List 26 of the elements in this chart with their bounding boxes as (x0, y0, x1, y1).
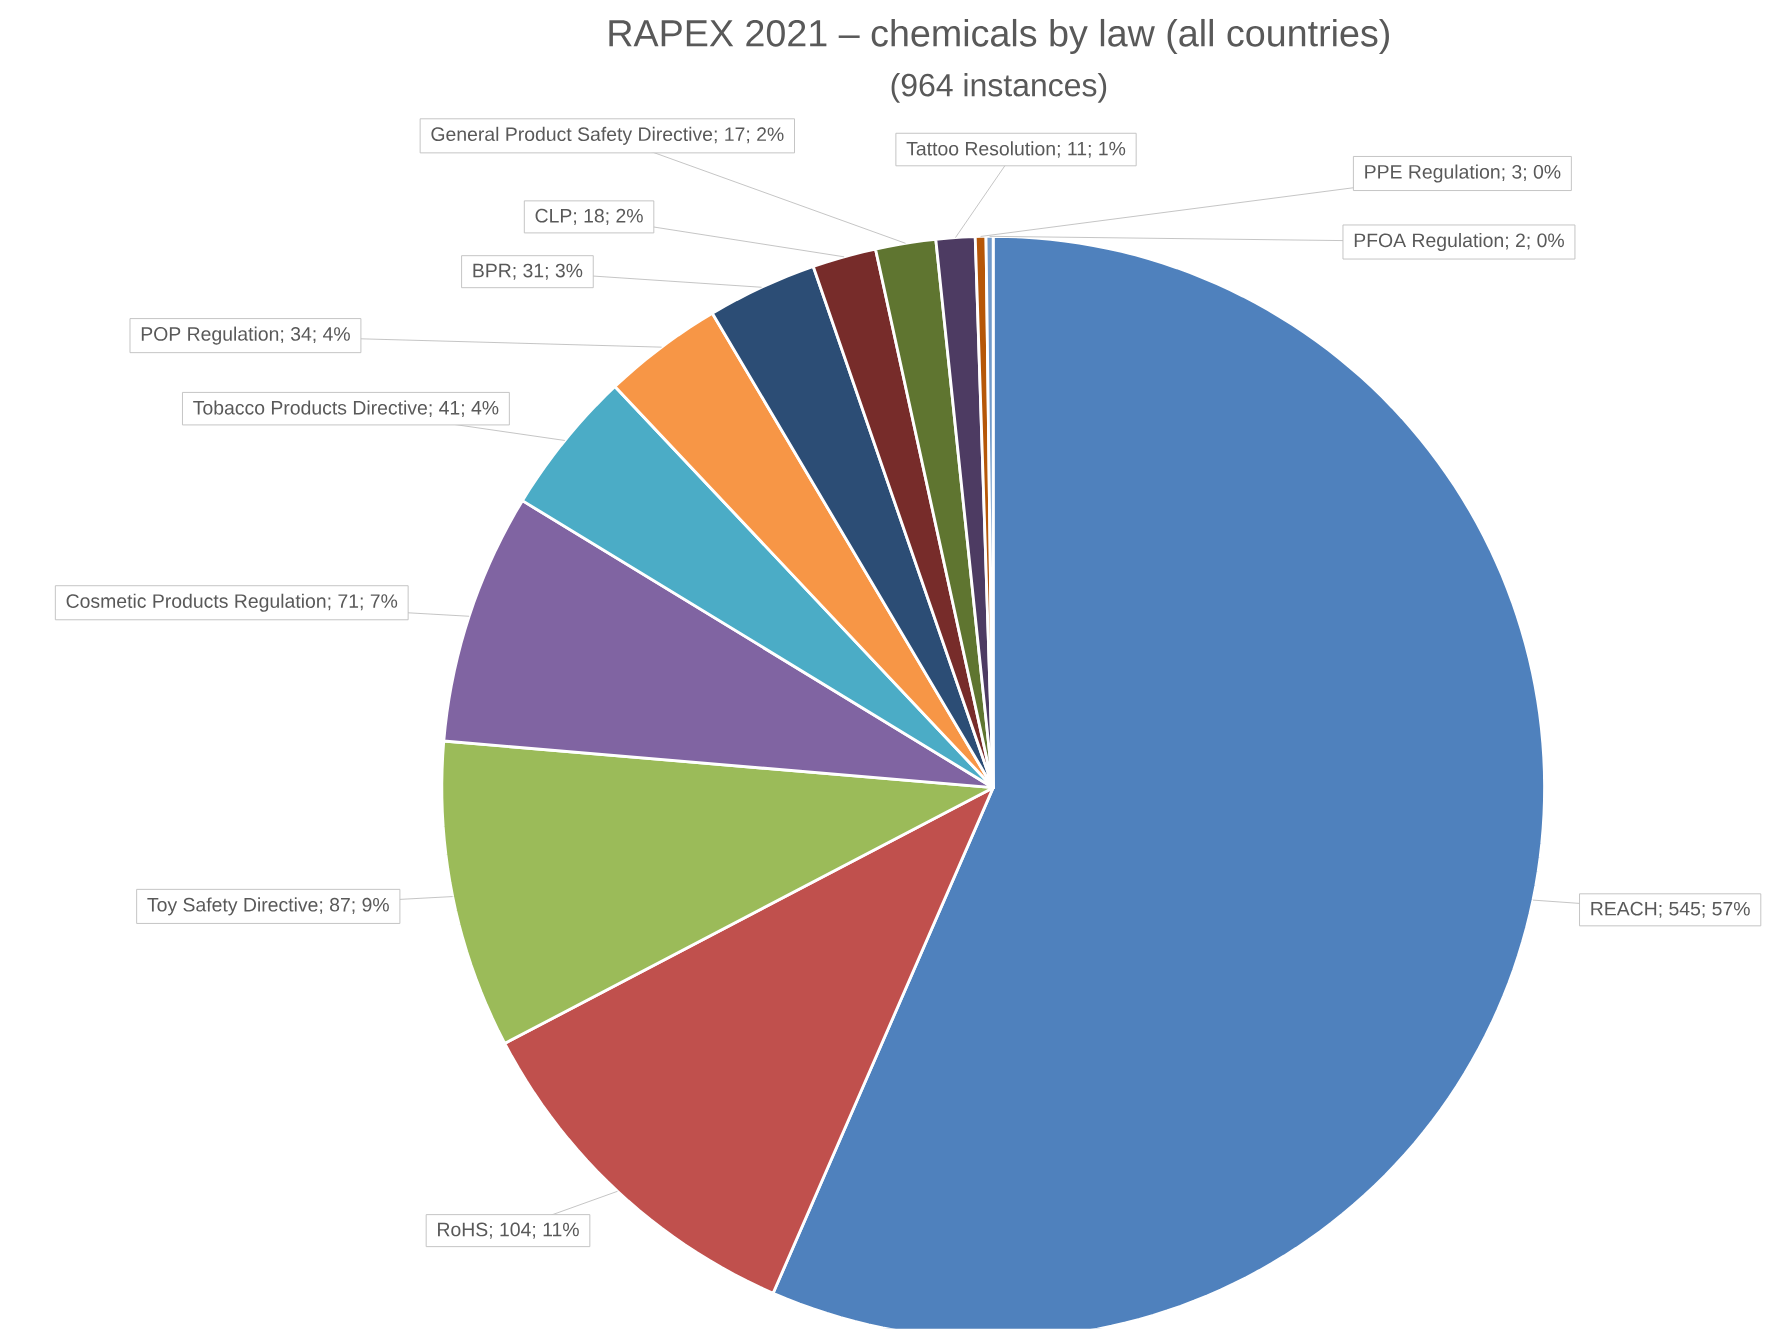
data-label: ; 104; 11% (489, 1222, 579, 1239)
data-label: ; 545; 57% (1659, 902, 1750, 918)
slice-label: REACH (1591, 901, 1657, 916)
slice-label: Tattoo Resolution (906, 141, 1055, 156)
data-label: ; 71; 7% (328, 594, 398, 611)
slice-label: POP Regulation (141, 326, 279, 345)
chart-title: RAPEX 2021 – chemicals by law (all countries) (609, 19, 1389, 55)
data-label: ; 2; 0% (1506, 233, 1564, 250)
slice-label: CLP (535, 208, 572, 223)
slice-label: Cosmetic Products Regulation (66, 593, 326, 612)
data-label: ; 41; 4% (429, 401, 499, 418)
slice-label: Tobacco Products Directive (193, 400, 427, 415)
data-label: ; 34; 4% (281, 327, 350, 344)
slice-label: PFOA Regulation (1354, 233, 1503, 252)
data-label: ; 3; 0% (1502, 165, 1561, 182)
slice-label: Toy Safety Directive (147, 897, 318, 916)
slice-label: RoHS (438, 1222, 488, 1237)
data-label: ; 18; 2% (574, 208, 643, 225)
data-label: ; 31; 3% (513, 263, 583, 280)
slice-label: PPE Regulation (1365, 164, 1500, 183)
data-label: ; 87; 9% (320, 897, 389, 915)
chart-subtitle: (964 instances) (891, 73, 1107, 103)
data-label: ; 11; 1% (1057, 141, 1126, 158)
slice-label: BPR (473, 263, 511, 278)
slice-label: General Product Safety Directive (431, 126, 713, 145)
data-label: ; 17; 2% (714, 127, 784, 144)
